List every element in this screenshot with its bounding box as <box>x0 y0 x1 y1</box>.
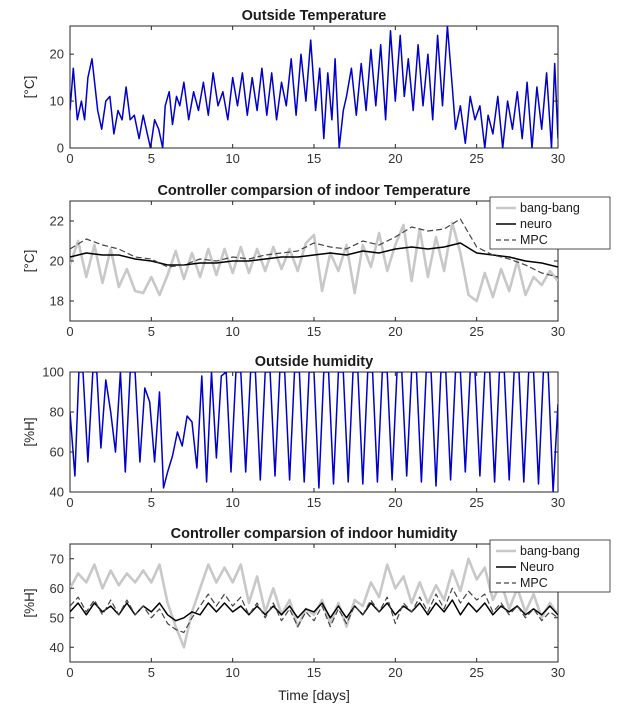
y-tick-label: 18 <box>50 294 64 309</box>
series-line-bang-bang <box>70 221 558 303</box>
x-tick-label: 20 <box>388 495 402 510</box>
panel-title: Controller comparsion of indoor humidity <box>171 526 458 542</box>
legend-box <box>489 539 611 593</box>
legend-label: MPC <box>520 233 548 247</box>
y-tick-label: 20 <box>50 47 64 62</box>
y-tick-label: 20 <box>50 254 64 269</box>
y-tick-label: 40 <box>50 485 64 500</box>
plot-area <box>69 371 559 493</box>
x-tick-label: 15 <box>307 324 321 339</box>
panel-title: Outside Temperature <box>242 8 387 24</box>
y-axis-label: [%H] <box>22 417 37 446</box>
x-tick-label: 5 <box>148 665 155 680</box>
x-tick-label: 5 <box>148 151 155 166</box>
x-tick-label: 15 <box>307 151 321 166</box>
x-tick-label: 5 <box>148 324 155 339</box>
y-tick-label: 10 <box>50 94 64 109</box>
legend-label: MPC <box>520 576 548 590</box>
x-tick-label: 20 <box>388 665 402 680</box>
panel-title: Outside humidity <box>255 354 373 370</box>
x-tick-label: 15 <box>307 495 321 510</box>
x-tick-label: 30 <box>551 151 565 166</box>
legend-label: bang-bang <box>520 201 580 215</box>
series-line-neuro <box>70 599 558 622</box>
y-tick-label: 40 <box>50 640 64 655</box>
x-tick-label: 0 <box>66 324 73 339</box>
y-tick-label: 60 <box>50 445 64 460</box>
y-tick-label: 80 <box>50 405 64 420</box>
y-axis-label: [%H] <box>22 588 37 617</box>
y-tick-label: 60 <box>50 581 64 596</box>
y-tick-label: 22 <box>50 214 64 229</box>
x-tick-label: 0 <box>66 151 73 166</box>
x-tick-label: 5 <box>148 495 155 510</box>
x-tick-label: 25 <box>469 665 483 680</box>
y-tick-label: 70 <box>50 551 64 566</box>
series-group <box>70 218 558 303</box>
x-tick-label: 10 <box>225 495 239 510</box>
legend-label: neuro <box>520 217 552 231</box>
y-axis-label: [°C] <box>22 76 37 99</box>
series-line-mpc <box>70 587 558 634</box>
series-group <box>70 372 558 492</box>
figure-x-axis-label: Time [days] <box>278 687 350 703</box>
series-line-data <box>70 26 558 148</box>
plot-area <box>69 200 559 322</box>
series-line-data <box>70 372 558 492</box>
x-tick-label: 10 <box>225 151 239 166</box>
legend-label: bang-bang <box>520 544 580 558</box>
legend-label: Neuro <box>520 560 554 574</box>
x-tick-label: 25 <box>469 495 483 510</box>
panel-title: Controller comparsion of indoor Temperat… <box>157 183 470 199</box>
series-group <box>70 26 558 148</box>
x-tick-label: 20 <box>388 324 402 339</box>
series-group <box>70 557 558 649</box>
x-tick-label: 0 <box>66 495 73 510</box>
y-tick-label: 0 <box>57 141 64 156</box>
indoor-humidity-panel: Controller comparsion of indoor humidity… <box>22 526 611 680</box>
x-tick-label: 30 <box>551 665 565 680</box>
x-tick-label: 30 <box>551 495 565 510</box>
x-tick-label: 20 <box>388 151 402 166</box>
x-tick-label: 30 <box>551 324 565 339</box>
indoor-temperature-panel: Controller comparsion of indoor Temperat… <box>22 183 611 339</box>
series-line-mpc <box>70 218 558 278</box>
x-tick-label: 10 <box>225 665 239 680</box>
y-tick-label: 100 <box>42 365 64 380</box>
series-line-neuro <box>70 242 558 268</box>
x-tick-label: 15 <box>307 665 321 680</box>
legend-box <box>489 196 611 250</box>
x-tick-label: 25 <box>469 324 483 339</box>
outside-temperature-panel: Outside Temperature [°C] 0 5 10 15 20 25 30 0 10 20 <box>22 8 565 166</box>
y-tick-label: 50 <box>50 610 64 625</box>
series-line-bang-bang <box>70 557 558 649</box>
outside-humidity-panel: Outside humidity [%H] 0 5 10 15 20 25 30 40 60 80 10… <box>22 354 565 510</box>
x-tick-label: 25 <box>469 151 483 166</box>
y-axis-label: [°C] <box>22 250 37 273</box>
x-tick-label: 0 <box>66 665 73 680</box>
x-tick-label: 10 <box>225 324 239 339</box>
